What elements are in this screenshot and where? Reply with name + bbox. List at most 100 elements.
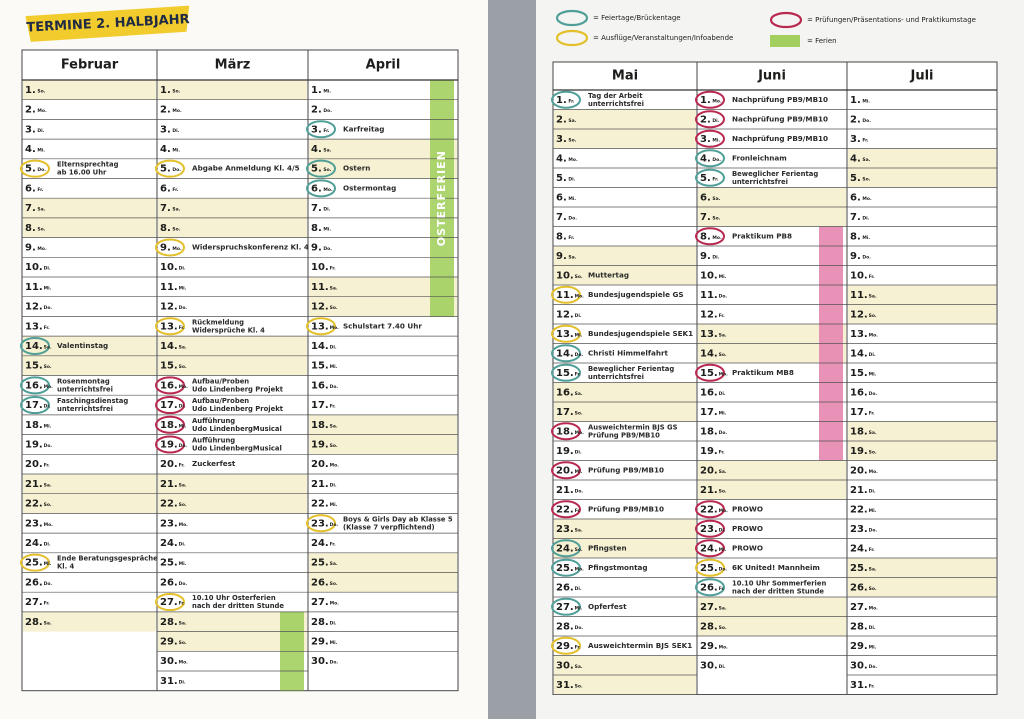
day-number: 30. bbox=[160, 656, 178, 667]
weekend-shade bbox=[309, 139, 457, 159]
day-number: 7. bbox=[25, 203, 36, 214]
event-text: Christi Himmelfahrt bbox=[588, 348, 669, 357]
weekday: Fr. bbox=[179, 601, 185, 607]
legend-ring bbox=[769, 11, 803, 29]
month-header: Februar bbox=[61, 58, 119, 73]
weekend-shade bbox=[554, 402, 696, 422]
day-number: 6. bbox=[160, 183, 171, 194]
weekday: Do. bbox=[712, 157, 721, 163]
weekend-shade bbox=[309, 296, 457, 317]
weekday: Do. bbox=[575, 488, 584, 494]
day-number: 26. bbox=[311, 577, 329, 588]
weekday: Di. bbox=[179, 679, 186, 685]
day-number: 9. bbox=[25, 242, 36, 253]
weekday: Di. bbox=[719, 527, 726, 533]
weekend-shade bbox=[158, 198, 307, 218]
day-number: 18. bbox=[160, 420, 178, 431]
weekday: So. bbox=[179, 502, 187, 508]
weekday: Sa. bbox=[44, 620, 52, 626]
weekday: Mi. bbox=[330, 364, 338, 370]
event-ring bbox=[551, 597, 581, 616]
day-number: 24. bbox=[25, 538, 43, 549]
weekday: Sa. bbox=[179, 620, 187, 626]
event-text: unterrichtsfrei bbox=[588, 373, 644, 381]
weekday: Sa. bbox=[568, 254, 576, 260]
weekday: Mi. bbox=[568, 196, 576, 202]
event-ring bbox=[695, 500, 725, 519]
day-number: 9. bbox=[700, 251, 711, 262]
day-number: 12. bbox=[311, 302, 329, 313]
day-number: 2. bbox=[160, 105, 171, 116]
event-text: unterrichtsfrei bbox=[588, 100, 644, 108]
event-text: Nachprüfung PB9/MB10 bbox=[732, 95, 828, 104]
weekday: Mo. bbox=[862, 196, 872, 202]
event-text: Elternsprechtag bbox=[57, 161, 119, 169]
weekday: Mo. bbox=[719, 508, 729, 514]
day-number: 27. bbox=[556, 602, 574, 613]
event-text: Pfingsten bbox=[588, 543, 627, 552]
weekday: Mi. bbox=[179, 561, 187, 567]
day-number: 2. bbox=[700, 114, 711, 125]
weekday: Mo. bbox=[719, 371, 729, 377]
weekday: So. bbox=[862, 176, 870, 182]
event-ring bbox=[20, 396, 50, 415]
day-number: 15. bbox=[850, 368, 868, 379]
event-text: Fronleichnam bbox=[732, 153, 787, 162]
weekday: Mo. bbox=[179, 384, 189, 390]
day-number: 29. bbox=[700, 641, 718, 652]
weekend-shade bbox=[309, 158, 457, 179]
day-number: 19. bbox=[160, 439, 178, 450]
holiday-band bbox=[280, 611, 304, 633]
weekday: Mo. bbox=[712, 235, 722, 241]
event-ring bbox=[20, 336, 50, 355]
weekday: So. bbox=[330, 305, 338, 311]
weekday: Mo. bbox=[869, 469, 879, 475]
weekday: Fr. bbox=[330, 404, 336, 410]
weekend-shade bbox=[158, 80, 307, 100]
day-number: 20. bbox=[311, 459, 329, 470]
event-ring bbox=[551, 539, 581, 558]
holiday-band bbox=[819, 441, 843, 461]
weekday: Sa. bbox=[179, 482, 187, 488]
day-number: 26. bbox=[25, 577, 43, 588]
weekday: Sa. bbox=[179, 344, 187, 350]
spine bbox=[488, 0, 536, 719]
event-text: Rückmeldung bbox=[192, 318, 244, 326]
day-number: 30. bbox=[556, 660, 574, 671]
day-number: 1. bbox=[311, 85, 322, 96]
holiday-band bbox=[819, 304, 843, 325]
weekday: Do. bbox=[44, 305, 53, 311]
weekend-shade bbox=[848, 304, 996, 324]
day-number: 27. bbox=[311, 597, 329, 608]
day-number: 16. bbox=[311, 380, 329, 391]
day-number: 6. bbox=[850, 192, 861, 203]
day-number: 13. bbox=[556, 329, 574, 340]
weekday: Mo. bbox=[179, 660, 189, 666]
weekday: Do. bbox=[330, 384, 339, 390]
event-ring bbox=[695, 168, 725, 187]
day-number: 5. bbox=[700, 173, 711, 184]
event-text: Abgabe Anmeldung Kl. 4/5 bbox=[192, 164, 300, 173]
day-number: 24. bbox=[556, 543, 574, 554]
event-text: nach der dritten Stunde bbox=[192, 602, 284, 610]
event-text: Schulstart 7.40 Uhr bbox=[343, 321, 422, 330]
day-number: 9. bbox=[850, 251, 861, 262]
weekday: Di. bbox=[869, 488, 876, 494]
event-ring bbox=[20, 553, 50, 572]
event-text: Muttertag bbox=[588, 270, 629, 279]
weekday: Mi. bbox=[37, 147, 45, 153]
weekend-shade bbox=[158, 493, 307, 514]
day-number: 7. bbox=[850, 212, 861, 223]
weekday: Mo. bbox=[575, 430, 585, 436]
title-banner: TERMINE 2. HALBJAHR bbox=[25, 5, 190, 42]
event-ring bbox=[155, 376, 185, 395]
weekday: Mo. bbox=[575, 293, 585, 299]
day-number: 4. bbox=[25, 144, 36, 155]
day-number: 22. bbox=[850, 504, 868, 515]
event-text: Bundesjugendspiele SEK1 bbox=[588, 329, 693, 338]
day-number: 13. bbox=[311, 321, 329, 332]
holiday-band bbox=[430, 217, 454, 239]
event-ring bbox=[551, 500, 581, 519]
weekday: Di. bbox=[330, 620, 337, 626]
weekday: Do. bbox=[44, 443, 53, 449]
